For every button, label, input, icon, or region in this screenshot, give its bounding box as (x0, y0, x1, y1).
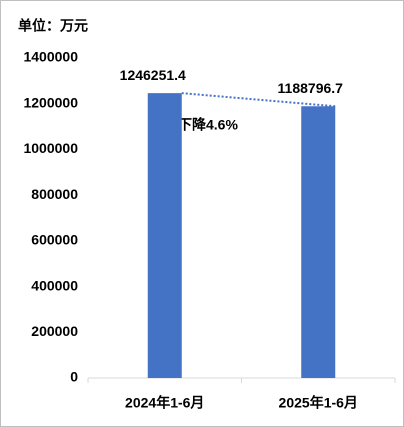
y-tick-label: 400000 (31, 277, 78, 293)
bar (147, 93, 182, 378)
y-tick-label: 1400000 (23, 49, 78, 65)
y-tick-label: 1200000 (23, 94, 78, 110)
y-tick-label: 1000000 (23, 140, 78, 156)
y-tick-label: 200000 (31, 323, 78, 339)
unit-label: 单位：万元 (18, 18, 88, 34)
y-tick-label: 600000 (31, 232, 78, 248)
x-tick-label: 2024年1-6月 (125, 395, 204, 411)
x-tick-label: 2025年1-6月 (279, 395, 358, 411)
value-label: 1188796.7 (278, 80, 344, 96)
annotation: 下降4.6% (178, 117, 238, 133)
y-tick-label: 0 (70, 369, 78, 385)
bar (301, 106, 336, 379)
y-tick-label: 800000 (31, 186, 78, 202)
trend-connector (181, 92, 336, 108)
value-label: 1246251.4 (120, 67, 186, 83)
